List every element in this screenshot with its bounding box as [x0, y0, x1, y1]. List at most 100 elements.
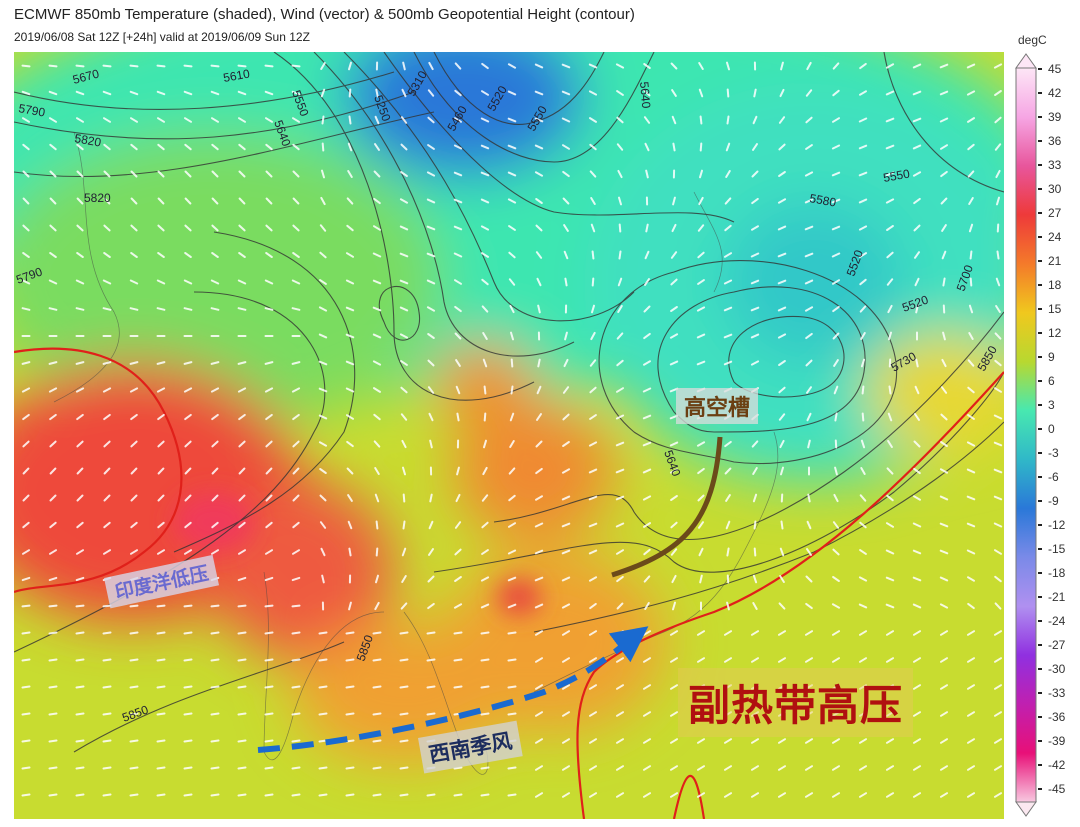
wind-vector	[994, 792, 1002, 798]
wind-vector	[562, 441, 570, 447]
wind-vector	[373, 440, 381, 448]
colorbar-tick-label: 3	[1048, 398, 1055, 412]
wind-vector	[291, 90, 301, 96]
wind-vector	[345, 793, 355, 797]
wind-vector	[507, 603, 517, 609]
wind-vector	[320, 196, 326, 206]
wind-vector	[534, 576, 544, 582]
wind-vector	[888, 331, 892, 341]
wind-vector	[940, 386, 948, 394]
wind-vector	[591, 250, 595, 260]
wind-vector	[777, 225, 787, 231]
wind-vector	[995, 305, 1001, 313]
wind-vector	[885, 576, 895, 582]
wind-vector	[238, 521, 246, 529]
trough-label: 高空槽	[676, 388, 759, 424]
wind-vector	[238, 494, 246, 502]
wind-vector	[697, 224, 705, 232]
wind-vector	[751, 657, 759, 663]
wind-vector	[562, 144, 570, 150]
wind-vector	[507, 712, 517, 716]
wind-vector	[589, 414, 597, 420]
wind-vector	[291, 712, 301, 716]
wind-vector	[967, 602, 975, 610]
wind-vector	[372, 739, 382, 743]
wind-vector	[129, 712, 139, 716]
wind-vector	[643, 738, 651, 744]
wind-vector	[562, 792, 570, 798]
colorbar-tick-label: -33	[1048, 686, 1066, 700]
wind-vector	[265, 117, 273, 123]
wind-vector	[157, 521, 165, 529]
wind-vector	[994, 143, 1002, 151]
wind-vector	[618, 196, 622, 206]
wind-vector	[345, 766, 355, 770]
wind-vector	[940, 144, 948, 150]
wind-vector	[805, 602, 813, 610]
wind-vector	[157, 197, 165, 205]
wind-vector	[184, 117, 192, 123]
wind-vector	[102, 658, 112, 662]
wind-vector	[833, 359, 839, 367]
wind-vector	[669, 333, 679, 339]
wind-vector	[886, 522, 894, 528]
wind-vector	[993, 441, 1003, 447]
wind-vector	[643, 684, 651, 690]
wind-vector	[481, 549, 489, 555]
colorbar-unit: degC	[1018, 33, 1047, 47]
wind-vector	[617, 305, 623, 313]
wind-vector	[994, 90, 1002, 96]
wind-vector	[780, 520, 784, 530]
wind-vector	[670, 495, 678, 501]
wind-vector	[401, 575, 407, 583]
wind-vector	[832, 765, 840, 771]
wind-vector	[21, 64, 31, 68]
wind-vector	[292, 197, 300, 205]
wind-vector	[292, 224, 300, 232]
wind-vector	[210, 387, 220, 393]
wind-vector	[939, 549, 949, 555]
wind-vector	[482, 358, 488, 368]
wind-vector	[211, 197, 219, 205]
wind-vector	[589, 143, 597, 151]
wind-vector	[778, 386, 786, 394]
wind-vector	[642, 495, 652, 501]
wind-vector	[103, 413, 111, 421]
wind-vector	[21, 793, 31, 797]
wind-vector	[858, 171, 868, 177]
wind-vector	[726, 601, 730, 611]
wind-vector	[967, 630, 975, 636]
colorbar-tick-label: 24	[1048, 230, 1062, 244]
wind-vector	[291, 604, 301, 608]
wind-vector	[994, 711, 1002, 717]
wind-vector	[318, 685, 328, 689]
wind-vector	[375, 520, 379, 530]
wind-vector	[858, 117, 868, 123]
wind-vector	[320, 62, 326, 70]
wind-vector	[591, 277, 595, 287]
wind-vector	[508, 522, 516, 528]
wind-vector	[507, 549, 517, 555]
wind-vector	[454, 117, 462, 123]
wind-vector	[48, 361, 58, 365]
wind-vector	[588, 549, 598, 555]
wind-vector	[481, 305, 489, 313]
wind-vector	[968, 197, 974, 205]
wind-vector	[102, 766, 112, 770]
wind-vector	[156, 658, 166, 662]
wind-vector	[183, 604, 193, 608]
wind-vector	[832, 657, 840, 663]
wind-vector	[968, 304, 974, 314]
wind-vector	[724, 252, 732, 258]
wind-vector	[210, 766, 220, 770]
wind-vector	[672, 196, 676, 206]
wind-vector	[264, 604, 274, 608]
wind-vector	[318, 766, 328, 770]
wind-vector	[130, 117, 138, 123]
wind-vector	[779, 88, 785, 98]
wind-vector	[805, 116, 813, 124]
wind-vector	[616, 765, 624, 771]
wind-vector	[399, 766, 409, 770]
wind-vector	[670, 792, 678, 798]
wind-vector	[996, 196, 1000, 206]
